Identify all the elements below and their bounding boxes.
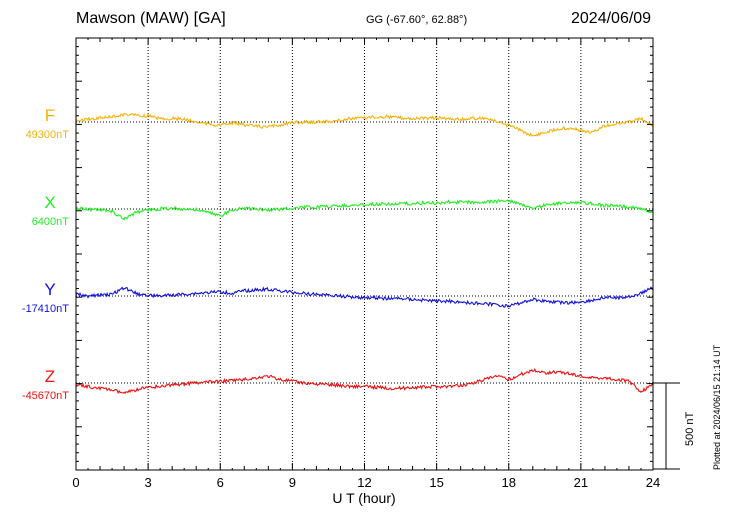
plotted-timestamp: Plotted at 2024/06/15 21:14 UT [712, 344, 722, 470]
series-line-z [75, 367, 654, 395]
baseline-label-z: -45670nT [22, 390, 69, 402]
x-axis-label: U T (hour) [332, 490, 396, 506]
x-tick-label: 9 [289, 475, 296, 490]
x-tick-label: 24 [646, 475, 660, 490]
coordinates: GG (-67.60°, 62.88°) [366, 14, 468, 26]
x-tick-label: 21 [574, 475, 588, 490]
series-traces [75, 112, 654, 395]
series-line-y [75, 286, 654, 308]
series-line-f [75, 112, 654, 138]
axis-ticks [75, 37, 654, 471]
series-name-x: X [44, 193, 55, 212]
x-tick-label: 12 [357, 475, 371, 490]
axis-labels: 0 3 6 9 12 15 18 21 24 F 49300nT X 6400nT Y -17410nT Z -… [22, 106, 660, 490]
series-name-y: Y [44, 280, 55, 299]
station-title: Mawson (MAW) [GA] [76, 10, 226, 27]
x-tick-label: 18 [502, 475, 516, 490]
x-tick-label: 6 [217, 475, 224, 490]
baseline-label-y: -17410nT [22, 303, 69, 315]
date-label: 2024/06/09 [571, 10, 652, 27]
series-name-z: Z [45, 367, 55, 386]
baseline-label-x: 6400nT [32, 216, 70, 228]
x-tick-label: 15 [429, 475, 443, 490]
scale-bar-label: 500 nT [684, 411, 696, 446]
series-line-x [75, 198, 654, 221]
series-name-f: F [45, 106, 55, 125]
x-tick-label: 0 [72, 475, 79, 490]
baseline-lines [76, 121, 653, 384]
x-tick-label: 3 [145, 475, 152, 490]
baseline-label-f: 49300nT [26, 129, 70, 141]
grid-lines [147, 38, 582, 470]
scale-bar [653, 382, 680, 470]
